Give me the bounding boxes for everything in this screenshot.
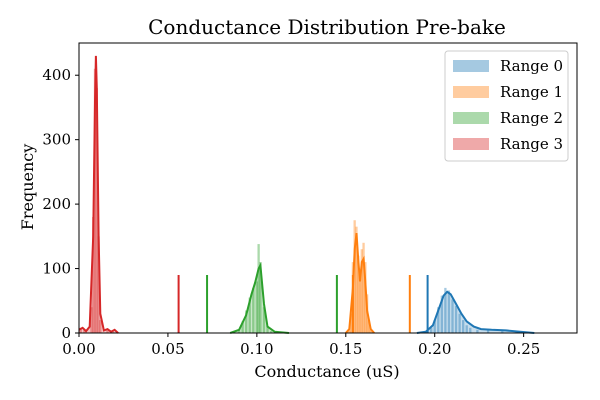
hist-bar	[266, 326, 269, 333]
hist-bar	[95, 88, 98, 333]
hist-bar	[349, 313, 353, 333]
legend-label: Range 3	[500, 135, 563, 153]
hist-bar	[362, 242, 365, 333]
chart-title: Conductance Distribution Pre-bake	[148, 15, 506, 39]
legend-frame	[444, 50, 569, 162]
x-tick-label: 0.25	[507, 340, 540, 358]
x-axis-label: Conductance (uS)	[254, 362, 399, 381]
legend-entry: Range 0	[453, 57, 563, 75]
hist-bar	[262, 307, 266, 333]
legend-label: Range 1	[500, 83, 563, 101]
kde-line	[78, 55, 119, 334]
hist-bar	[245, 310, 248, 333]
hist-bar	[501, 331, 504, 333]
hist-bar	[97, 236, 100, 333]
hist-bar	[355, 226, 358, 333]
plot-area	[78, 55, 535, 334]
hist-bar	[252, 287, 255, 333]
hist-bar	[369, 329, 372, 333]
hist-bar	[248, 297, 251, 333]
hist-bar	[259, 262, 262, 333]
x-tick-label: 0.15	[329, 340, 362, 358]
hist-bar	[454, 305, 458, 333]
kde-line	[229, 261, 289, 334]
hist-bar	[458, 313, 461, 333]
series-1	[345, 220, 411, 334]
hist-bar	[433, 320, 436, 333]
x-tick-label: 0.05	[151, 340, 184, 358]
y-tick-label: 100	[42, 260, 71, 278]
hist-bar	[83, 329, 86, 333]
axes-frame	[78, 42, 578, 334]
legend-swatch	[453, 112, 489, 124]
legend-label: Range 0	[500, 57, 563, 75]
hist-bar	[348, 330, 351, 333]
y-tick-label: 400	[42, 66, 71, 84]
hist-bar	[92, 217, 95, 333]
legend-entry: Range 1	[453, 83, 563, 101]
axes: 0.00 0.05 0.10 0.15 0.20 0.25 0 100 200 300 400	[42, 42, 578, 358]
hist-bar	[437, 307, 440, 333]
hist-bar	[486, 330, 490, 333]
hist-bar	[430, 327, 433, 333]
kde-fill	[230, 265, 289, 333]
hist-bar	[444, 287, 447, 333]
legend-swatch	[453, 138, 489, 150]
hist-bar	[476, 329, 479, 333]
hist-bar	[367, 320, 371, 333]
series-2	[206, 244, 338, 334]
legend-swatch	[453, 60, 489, 72]
hist-bar	[357, 255, 360, 333]
x-tick-label: 0.10	[240, 340, 273, 358]
y-tick-label: 0	[61, 324, 71, 342]
hist-bar	[451, 299, 454, 333]
series-0	[416, 275, 535, 334]
hist-bar	[358, 275, 362, 333]
legend-label: Range 2	[500, 109, 563, 127]
hist-bar	[111, 331, 114, 333]
hist-bar	[237, 330, 241, 333]
hist-bar	[360, 249, 363, 333]
hist-bar	[106, 330, 109, 333]
hist-bar	[257, 244, 260, 333]
hist-bar	[353, 220, 356, 333]
y-tick-label: 300	[42, 131, 71, 149]
kde-line	[416, 290, 535, 334]
legend-swatch	[453, 86, 489, 98]
hist-bar	[269, 331, 273, 333]
hist-bar	[255, 281, 259, 333]
hist-bar	[462, 320, 465, 333]
kde-fill	[416, 291, 535, 333]
x-tick-label: 0.00	[62, 340, 95, 358]
hist-bar	[79, 327, 82, 333]
legend-entry: Range 3	[453, 135, 563, 153]
y-axis-label: Frequency	[18, 144, 37, 231]
hist-bar	[440, 295, 443, 333]
hist-bar	[241, 321, 244, 333]
hist-bar	[465, 325, 468, 333]
legend-entry: Range 2	[453, 109, 563, 127]
hist-bar	[469, 327, 472, 333]
series-3	[78, 55, 180, 334]
hist-bar	[447, 290, 451, 333]
legend: Range 0 Range 1 Range 2 Range 3	[444, 50, 569, 162]
hist-bar	[93, 68, 97, 334]
x-tick-label: 0.20	[418, 340, 451, 358]
hist-bar	[90, 307, 93, 333]
hist-bar	[99, 320, 102, 333]
y-tick-label: 200	[42, 195, 71, 213]
